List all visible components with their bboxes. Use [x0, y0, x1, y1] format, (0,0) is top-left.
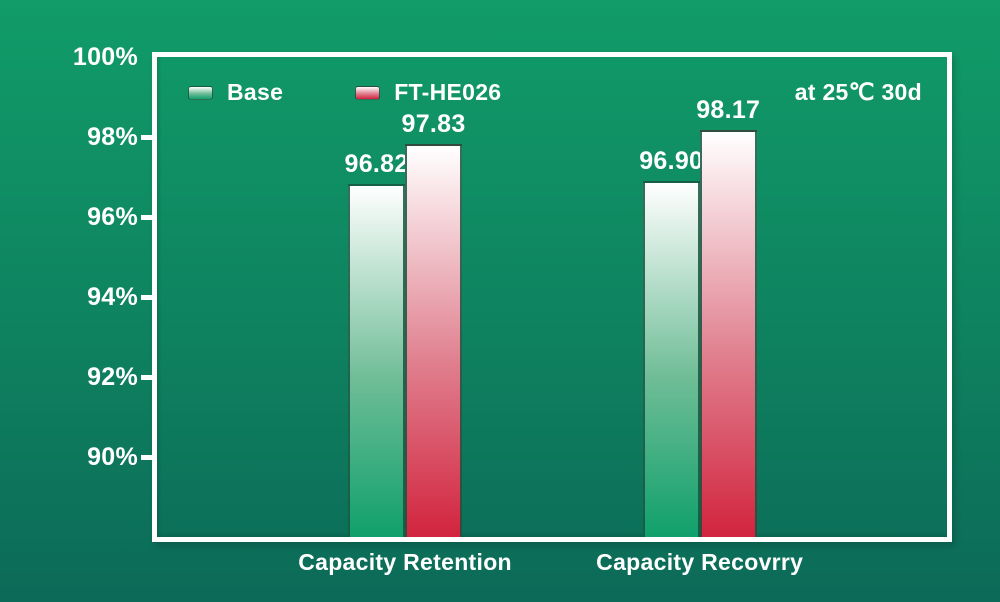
y-axis-label: 98% [87, 123, 138, 151]
bar-value-label: 98.17 [696, 96, 761, 125]
category-label: Capacity Recovrry [596, 549, 804, 575]
bar-group: 96.90 98.17 [639, 96, 760, 537]
bar-value-label: 97.83 [401, 109, 466, 138]
y-axis-label: 92% [87, 363, 138, 391]
bars-container: 96.82 97.83 96.90 98.17 [157, 57, 947, 537]
y-tick-mark [141, 215, 152, 220]
bar-ft-he026: 97.83 [402, 110, 465, 537]
y-tick-mark [141, 135, 152, 140]
y-tick-mark [141, 375, 152, 380]
bar-ft-he026: 98.17 [696, 96, 760, 537]
legend-swatch-ft-he026 [355, 85, 381, 100]
category-labels: Capacity Retention Capacity Recovrry [0, 546, 1000, 578]
plot-area: Base FT-HE026 at 25℃ 30d 96.82 97.83 96.90 9… [152, 52, 952, 542]
legend: Base FT-HE026 [188, 79, 501, 106]
legend-item: Base [188, 79, 283, 106]
bar-group: 96.82 97.83 [345, 110, 465, 537]
legend-swatch-base [188, 85, 213, 100]
y-axis-label: 100% [72, 43, 138, 71]
bar-base: 96.82 [345, 150, 408, 537]
bar-value-label: 96.90 [639, 147, 704, 175]
annotation-label: at 25℃ 30d [794, 79, 922, 105]
legend-item: FT-HE026 [355, 79, 501, 106]
y-tick-mark [141, 455, 152, 460]
y-axis-label: 96% [87, 203, 138, 231]
legend-label: Base [227, 79, 284, 105]
bar-base: 96.90 [639, 147, 703, 537]
bar-value-label: 96.82 [344, 150, 409, 179]
legend-label: FT-HE026 [394, 79, 502, 105]
category-label: Capacity Retention [298, 549, 512, 575]
y-tick-mark [141, 295, 152, 300]
y-axis-label: 90% [87, 443, 138, 471]
y-axis-label: 94% [87, 283, 138, 311]
